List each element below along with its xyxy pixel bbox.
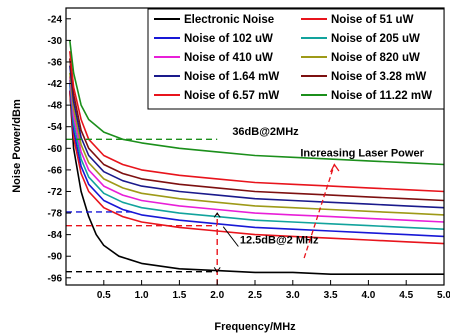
- legend-box: [147, 8, 445, 110]
- y-tick-label: -96: [48, 273, 63, 284]
- laser-power-arrow: [303, 164, 335, 259]
- annotation-12-5db: 12.5dB@2 MHz: [240, 235, 319, 247]
- series-line-7: [69, 65, 445, 209]
- y-tick-label: -48: [48, 101, 63, 112]
- legend-label: Noise of 205 uW: [331, 33, 420, 45]
- x-tick-label: 4.0: [361, 290, 375, 301]
- y-tick-label: -90: [48, 252, 63, 263]
- x-tick-label: 0.5: [97, 290, 111, 301]
- series-line-3: [69, 83, 445, 238]
- legend-label: Noise of 102 uW: [184, 33, 273, 45]
- x-tick-label: 1.0: [135, 290, 149, 301]
- x-tick-label: 2.5: [248, 290, 262, 301]
- series-line-2: [69, 90, 445, 245]
- tick-layer: 0.5 1.0 1.5 2.0 2.5 3.0 3.5 4.0 4.5 5.0 -24 -30 -36 -…: [48, 14, 450, 301]
- x-tick-label: 5.0: [437, 290, 450, 301]
- legend: Electronic Noise Noise of 51 uW Noise of 1…: [147, 8, 445, 110]
- y-tick-label: -54: [48, 122, 63, 133]
- legend-label: Noise of 820 uW: [331, 52, 420, 64]
- y-tick-label: -30: [48, 36, 63, 47]
- y-tick-label: -36: [48, 57, 63, 68]
- series-line-8: [69, 58, 445, 202]
- x-tick-label: 2.0: [210, 290, 224, 301]
- arrowhead-up: [213, 212, 221, 218]
- y-tick-label: -60: [48, 144, 63, 155]
- series-layer: [69, 40, 445, 276]
- arrowhead-down: [213, 267, 221, 273]
- y-tick-label: -24: [48, 14, 63, 25]
- series-line-10: [69, 40, 445, 166]
- annotation-36db: 36dB@2MHz: [232, 126, 299, 138]
- series-line-9: [69, 51, 445, 193]
- series-line-4: [69, 79, 445, 230]
- y-tick-label: -72: [48, 187, 63, 198]
- legend-label: Noise of 51 uW: [331, 14, 414, 26]
- x-tick-label: 1.5: [172, 290, 186, 301]
- legend-label: Noise of 1.64 mW: [184, 71, 279, 83]
- x-tick-label: 4.5: [399, 290, 413, 301]
- y-tick-label: -42: [48, 79, 63, 90]
- series-line-6: [69, 72, 445, 216]
- y-axis-label: Noise Power/dBm: [11, 99, 23, 193]
- x-tick-label: 3.5: [324, 290, 338, 301]
- x-tick-label: 3.0: [286, 290, 300, 301]
- legend-label: Noise of 3.28 mW: [331, 71, 426, 83]
- legend-label: Noise of 6.57 mW: [184, 90, 279, 102]
- legend-items: Electronic Noise Noise of 51 uW Noise of 1…: [154, 14, 432, 102]
- annotation-increasing-laser-power: Increasing Laser Power: [300, 148, 424, 160]
- legend-label: Noise of 410 uW: [184, 52, 273, 64]
- laser-power-arrowhead: [330, 163, 340, 173]
- y-tick-label: -66: [48, 165, 63, 176]
- series-line-5: [69, 76, 445, 223]
- legend-label: Electronic Noise: [184, 14, 274, 26]
- x-axis-label: Frequency/MHz: [214, 321, 296, 333]
- series-line-1: [69, 90, 444, 276]
- y-tick-label: -78: [48, 209, 63, 220]
- y-tick-label: -84: [48, 230, 63, 241]
- reference-lines: [66, 138, 218, 285]
- legend-label: Noise of 11.22 mW: [331, 90, 432, 102]
- annotation-arrow: [222, 226, 239, 247]
